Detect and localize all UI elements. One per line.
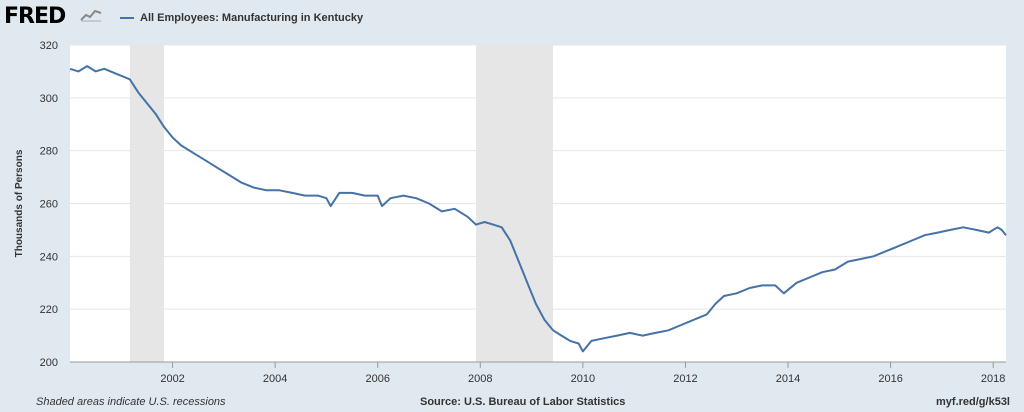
x-tick-label-2018: 2018 bbox=[981, 373, 1005, 385]
y-tick-label-220: 220 bbox=[40, 304, 58, 316]
y-tick-label-200: 200 bbox=[40, 357, 58, 369]
y-tick-label-300: 300 bbox=[40, 93, 58, 105]
series bbox=[69, 65, 1007, 353]
x-tick-label-2008: 2008 bbox=[468, 373, 492, 385]
x-tick-label-2016: 2016 bbox=[878, 373, 902, 385]
legend[interactable]: All Employees: Manufacturing in Kentucky bbox=[120, 10, 363, 26]
short-url-link[interactable]: myf.red/g/k53l bbox=[936, 396, 1010, 408]
source-link[interactable]: Source: U.S. Bureau of Labor Statistics bbox=[420, 396, 626, 408]
line-chart[interactable]: 200 220 240 260 280 300 320 2002 2004 2006 2008 201… bbox=[0, 34, 1024, 394]
chart-header: FRED All Employees: Manufacturing in Ken… bbox=[0, 0, 1024, 34]
line-chart-icon bbox=[80, 9, 102, 22]
legend-label: All Employees: Manufacturing in Kentucky bbox=[140, 12, 364, 24]
series-line-0[interactable] bbox=[69, 65, 1007, 353]
x-tick-label-2010: 2010 bbox=[571, 373, 595, 385]
x-tick-label-2012: 2012 bbox=[673, 373, 697, 385]
y-tick-label-260: 260 bbox=[40, 199, 58, 211]
x-tick-label-2014: 2014 bbox=[776, 373, 800, 385]
legend-swatch bbox=[120, 17, 134, 19]
y-axis-label: Thousands of Persons bbox=[14, 149, 25, 257]
y-tick-label-240: 240 bbox=[40, 251, 58, 263]
chart-footer: Shaded areas indicate U.S. recessions So… bbox=[0, 394, 1024, 412]
x-tick-label-2004: 2004 bbox=[263, 373, 287, 385]
y-tick-label-320: 320 bbox=[40, 40, 58, 52]
x-tick-label-2006: 2006 bbox=[365, 373, 389, 385]
y-tick-label-280: 280 bbox=[40, 146, 58, 158]
axes: 200 220 240 260 280 300 320 2002 2004 2006 2008 201… bbox=[40, 40, 1006, 385]
x-tick-label-2002: 2002 bbox=[160, 373, 184, 385]
fred-logo[interactable]: FRED bbox=[4, 4, 66, 29]
recession-note: Shaded areas indicate U.S. recessions bbox=[36, 396, 226, 408]
